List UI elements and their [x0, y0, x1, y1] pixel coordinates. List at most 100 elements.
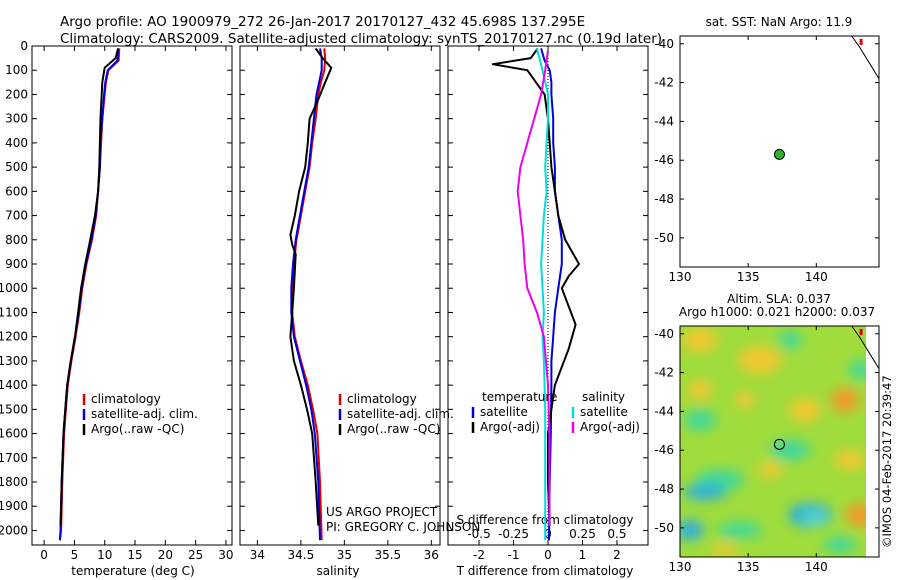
x-tick-label: 140	[805, 560, 828, 574]
x-tick-label: 135	[737, 270, 760, 284]
coastline	[851, 36, 879, 79]
header-line2: Climatology: CARS2009. Satellite-adjuste…	[60, 31, 662, 47]
x2-tick-label: 0	[544, 527, 552, 541]
x-tick-label: 0	[544, 548, 552, 562]
heatmap-blob	[824, 537, 856, 553]
y-tick-label: 100	[5, 63, 28, 77]
legend-label: satellite	[580, 405, 628, 419]
y-tick-label: 600	[5, 184, 28, 198]
x-tick-label: 25	[188, 548, 203, 562]
y-tick-label: 1900	[0, 499, 28, 513]
heatmap-blob	[684, 410, 716, 430]
heatmap-blob	[682, 328, 718, 352]
y-tick-label: 1100	[0, 305, 28, 319]
x-tick-label: 0	[40, 548, 48, 562]
heatmap-blob	[680, 520, 704, 540]
series-line	[59, 48, 120, 526]
legend-header: temperature	[482, 390, 557, 404]
x-axis-label: salinity	[316, 564, 359, 578]
y-tick-label: -44	[654, 114, 674, 128]
x-tick-label: 10	[97, 548, 112, 562]
temperature-panel: 0100200300400500600700800900100011001200…	[0, 39, 234, 578]
x-tick-label: 140	[805, 270, 828, 284]
x-tick-label: 34	[250, 548, 265, 562]
y-tick-label: -46	[654, 153, 674, 167]
series-line	[536, 48, 549, 541]
plot-frame	[31, 45, 233, 546]
heatmap-blob	[735, 392, 755, 408]
x2-tick-label: -0.5	[467, 527, 490, 541]
y-tick-label: 2000	[0, 523, 28, 537]
series-line	[58, 48, 120, 541]
y-tick-label: 1700	[0, 451, 28, 465]
x-tick-label: 20	[158, 548, 173, 562]
x-tick-label: 30	[218, 548, 233, 562]
argo-position-marker	[773, 438, 785, 450]
y-tick-label: 1800	[0, 475, 28, 489]
coast-marker	[859, 328, 863, 335]
y-tick-label: 900	[5, 257, 28, 271]
x-tick-label: 1	[579, 548, 587, 562]
heatmap-blob	[688, 380, 712, 400]
y-tick-label: -50	[654, 231, 674, 245]
x-axis-label: temperature (deg C)	[71, 564, 194, 578]
legend-label: satellite-adj. clim.	[347, 407, 454, 421]
y-tick-label: 1500	[0, 402, 28, 416]
sst-map-panel: sat. SST: NaN Argo: 11.9 130 135 140 -40 -42 -…	[654, 15, 880, 284]
x-tick-label: 130	[669, 560, 692, 574]
legend-label: Argo(-adj)	[480, 420, 540, 434]
y-tick-label: -50	[654, 521, 674, 535]
heatmap-blob	[789, 398, 821, 422]
heatmap-blob	[683, 484, 727, 500]
land-mask	[866, 326, 879, 557]
y-tick-label: 1400	[0, 378, 28, 392]
x2-tick-label: 0.5	[607, 527, 626, 541]
imos-watermark: ©IMOS 04-Feb-2017 20:39:47	[880, 375, 894, 548]
heatmap-blob	[711, 544, 739, 556]
header-line1: Argo profile: AO 1900979_272 26-Jan-2017…	[60, 14, 585, 30]
x-tick-label: 135	[737, 560, 760, 574]
x-tick-label: -1	[508, 548, 520, 562]
sst-map-title: sat. SST: NaN Argo: 11.9	[706, 15, 853, 29]
salinity-panel: 34 34.5 35 35.5 36 salinity climatologysatelli…	[239, 45, 454, 578]
x-tick-label: 15	[127, 548, 142, 562]
legend-label: Argo(..raw -QC)	[347, 422, 440, 436]
heatmap-blob	[738, 346, 782, 374]
heatmap-blob	[803, 510, 827, 526]
y-tick-label: 1600	[0, 427, 28, 441]
x-tick-label: 35.5	[374, 548, 401, 562]
y-tick-label: 1000	[0, 281, 28, 295]
heatmap-blob	[758, 462, 782, 478]
y-tick-label: -40	[654, 327, 674, 341]
difference-panel: -2 -1 0 1 2-0.5 -0.25 0 0.25 0.5S difference fro…	[447, 45, 649, 578]
x2-tick-label: 0.25	[569, 527, 596, 541]
coastline	[851, 326, 879, 369]
x-tick-label: 5	[71, 548, 79, 562]
map-frame	[679, 325, 880, 558]
y-tick-label: 0	[20, 39, 28, 53]
legend-label: Argo(..raw -QC)	[91, 422, 184, 436]
y-tick-label: 1200	[0, 330, 28, 344]
heatmap-blob	[770, 440, 810, 460]
pi-credit: PI: GREGORY C. JOHNSON	[326, 520, 480, 534]
x-tick-label: 34.5	[288, 548, 315, 562]
series-line	[290, 48, 323, 541]
x-tick-label: 2	[613, 548, 621, 562]
x-tick-label: 36	[424, 548, 439, 562]
series-line	[540, 48, 563, 541]
sla-map-title-line2: Argo h1000: 0.021 h2000: 0.037	[679, 305, 875, 319]
series-line	[516, 50, 551, 526]
y-tick-label: 400	[5, 136, 28, 150]
x-tick-label: -2	[473, 548, 485, 562]
legend-label: climatology	[347, 392, 417, 406]
sla-heatmap	[680, 326, 879, 557]
coast-marker	[859, 38, 863, 45]
y-tick-label: 800	[5, 233, 28, 247]
heatmap-blob	[718, 522, 762, 538]
argo-position-marker	[773, 148, 785, 160]
heatmap-blob	[778, 332, 802, 348]
project-credit: US ARGO PROJECT	[326, 505, 438, 519]
x2-tick-label: -0.25	[498, 527, 529, 541]
